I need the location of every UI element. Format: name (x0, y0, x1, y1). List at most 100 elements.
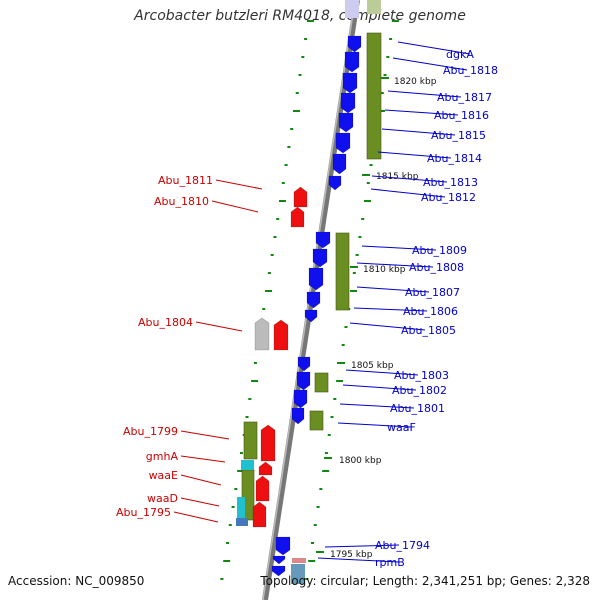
label-leader-line (324, 544, 400, 548)
label-leader-line (211, 200, 259, 213)
label-leader-line (387, 90, 462, 98)
rna-marker (291, 564, 305, 584)
topology-summary: Topology: circular; Length: 2,341,251 bp… (260, 574, 590, 588)
tick-mark (290, 128, 294, 130)
forward-gene-arrow (347, 35, 362, 53)
tick-mark (239, 452, 243, 454)
tick-mark (281, 182, 285, 184)
kbp-label: 1805 kbp (351, 361, 394, 371)
tick-mark (352, 272, 356, 274)
tick-mark (265, 290, 273, 292)
gene-label: Abu_1799 (123, 425, 178, 438)
gene-label: Abu_1806 (403, 305, 458, 318)
forward-gene-arrow (315, 231, 331, 249)
cds-box (367, 0, 381, 14)
kbp-label: 1795 kbp (330, 550, 373, 560)
label-leader-line (356, 262, 434, 268)
tick-mark (305, 578, 309, 580)
label-leader-line (195, 321, 243, 332)
label-leader-line (215, 179, 263, 190)
gene-label: waaE (149, 469, 178, 482)
forward-gene-arrow (291, 407, 305, 425)
cds-box (243, 421, 258, 460)
label-leader-line (345, 369, 419, 376)
gene-label: Abu_1817 (437, 91, 492, 104)
tick-mark (301, 56, 305, 58)
tick-mark (361, 218, 365, 220)
forward-gene-arrow (340, 92, 356, 114)
rna-marker (237, 497, 245, 519)
accession-text: Accession: NC_009850 (8, 574, 145, 588)
tick-mark (292, 110, 300, 112)
tick-mark (267, 272, 271, 274)
tick-mark (322, 470, 330, 472)
tick-mark (231, 506, 235, 508)
forward-gene-arrow (272, 555, 286, 565)
tick-mark (225, 542, 229, 544)
tick-mark (389, 38, 393, 40)
label-leader-line (361, 245, 437, 251)
map-title: Arcobacter butzleri RM4018, complete gen… (134, 8, 466, 24)
label-leader-line (180, 455, 226, 463)
tick-mark (234, 488, 238, 490)
label-leader-line (381, 128, 456, 136)
tick-mark (313, 524, 317, 526)
gene-label: Abu_1804 (138, 316, 193, 329)
forward-gene-arrow (312, 248, 328, 268)
gene-label: Abu_1802 (392, 384, 447, 397)
rna-marker (236, 518, 248, 526)
gene-label: rpmB (375, 556, 405, 569)
gene-label: Abu_1816 (434, 109, 489, 122)
label-leader-line (377, 151, 452, 159)
forward-gene-arrow (271, 565, 286, 577)
tick-mark (380, 92, 384, 94)
tick-mark (391, 20, 399, 22)
forward-gene-arrow (275, 536, 291, 556)
tick-mark (355, 254, 359, 256)
label-leader-line (371, 175, 448, 183)
label-leader-line (180, 430, 230, 440)
tick-mark (276, 218, 280, 220)
forward-gene-arrow (297, 356, 311, 372)
label-leader-line (180, 497, 220, 507)
tick-mark (304, 38, 308, 40)
cds-box (335, 232, 350, 311)
pseudogene-arrow (254, 317, 270, 351)
cds-box (309, 410, 324, 431)
label-leader-line (342, 384, 417, 391)
tick-mark (298, 74, 302, 76)
forward-gene-arrow (308, 267, 324, 291)
reverse-gene-arrow (260, 424, 276, 462)
gene-label: Abu_1805 (401, 324, 456, 337)
label-leader-line (337, 422, 412, 428)
tick-mark (364, 200, 371, 202)
tick-mark (316, 506, 320, 508)
gene-label: Abu_1808 (409, 261, 464, 274)
tick-mark (336, 380, 344, 382)
tick-mark (310, 542, 314, 544)
forward-gene-arrow (338, 112, 354, 133)
forward-gene-arrow (304, 309, 318, 323)
tick-mark (366, 182, 370, 184)
gene-label: Abu_1794 (375, 539, 430, 552)
gene-label: Abu_1809 (412, 244, 467, 257)
forward-gene-arrow (335, 132, 351, 154)
gene-label: Abu_1812 (421, 191, 476, 204)
tick-mark (262, 308, 266, 310)
gene-label: Abu_1803 (394, 369, 449, 382)
kbp-label: 1810 kbp (363, 265, 406, 275)
reverse-gene-arrow (273, 319, 289, 351)
reverse-gene-arrow (258, 461, 273, 476)
tick-mark (306, 20, 314, 22)
gene-label: Abu_1807 (405, 286, 460, 299)
cds-box (314, 372, 329, 393)
gene-label: Abu_1814 (427, 152, 482, 165)
kbp-label: 1815 kbp (376, 172, 419, 182)
tick-mark (344, 326, 348, 328)
label-leader-line (173, 511, 219, 523)
gene-label: Abu_1795 (116, 506, 171, 519)
label-leader-line (370, 188, 446, 198)
tick-mark (324, 452, 328, 454)
reverse-gene-arrow (293, 186, 308, 208)
tick-mark (253, 362, 257, 364)
